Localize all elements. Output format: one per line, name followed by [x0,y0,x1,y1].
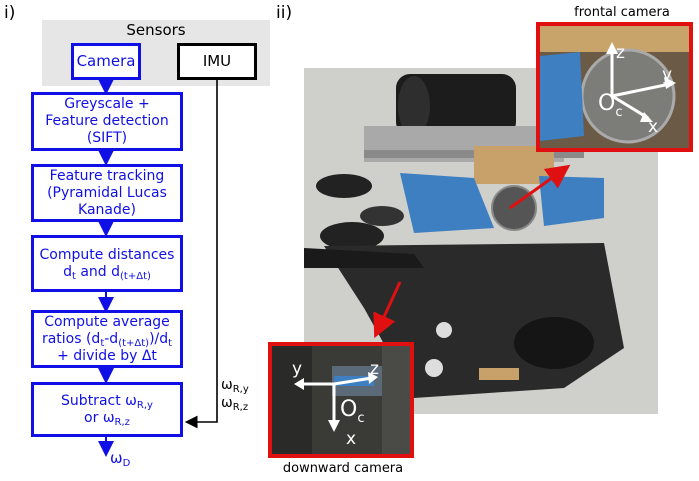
subtract-line2: or ωR,z [84,409,130,428]
frontal-origin-label: Oc [598,91,622,120]
tracking-line3: Kanade) [78,201,136,218]
downward-origin-label: Oc [340,397,364,426]
distances-line2: dt and d(t+Δt) [63,263,151,282]
ratios-line3: + divide by Δt [57,347,157,364]
greyscale-line1: Greyscale + [64,96,150,112]
greyscale-line3: (SIFT) [86,130,128,146]
feature-tracking-box: Feature tracking (Pyramidal Lucas Kanade… [31,164,183,222]
downward-camera-pointer [373,281,402,339]
arrow-imu-to-subtract [184,80,218,429]
frontal-camera-view: z y x Oc [540,26,689,148]
sensors-title: Sensors [126,21,186,39]
imu-box: IMU [177,43,257,80]
downward-x-label: x [346,429,356,449]
downward-camera-inset: y z x Oc [268,342,414,458]
imu-output-a: ωR,y [221,377,249,395]
camera-box: Camera [71,43,141,80]
ratios-line2: ratios (dt-d(t+Δt))/dt [41,330,173,349]
tracking-line1: Feature tracking [49,167,165,184]
frontal-camera-inset: z y x Oc [536,22,693,152]
compute-ratios-box: Compute average ratios (dt-d(t+Δt))/dt +… [31,310,183,368]
panel-ii-label: ii) [276,3,293,23]
greyscale-line2: Feature detection [45,113,169,129]
compute-distances-box: Compute distances dt and d(t+Δt) [31,235,183,292]
output-omega-d: ωD [110,449,131,469]
frontal-z-label: z [616,43,625,63]
panel-i-label: i) [4,3,16,23]
frontal-camera-pointer [509,164,571,210]
ratios-line1: Compute average [44,313,170,330]
imu-outputs: ωR,y ωR,z [221,376,249,413]
downward-camera-view: y z x Oc [272,346,410,454]
frontal-camera-caption: frontal camera [574,5,670,20]
imu-output-b: ωR,z [221,395,249,413]
tracking-line2: (Pyramidal Lucas [47,184,167,201]
frontal-y-label: y [662,65,672,85]
frontal-x-label: x [648,117,658,137]
downward-z-label: z [370,359,379,379]
distances-line1: Compute distances [39,246,175,263]
downward-camera-caption: downward camera [282,461,404,476]
subtract-line1: Subtract ωR,y [61,392,153,411]
greyscale-feature-detection-box: Greyscale + Feature detection (SIFT) [31,92,183,151]
subtract-box: Subtract ωR,y or ωR,z [31,382,183,437]
downward-y-label: y [292,359,302,379]
